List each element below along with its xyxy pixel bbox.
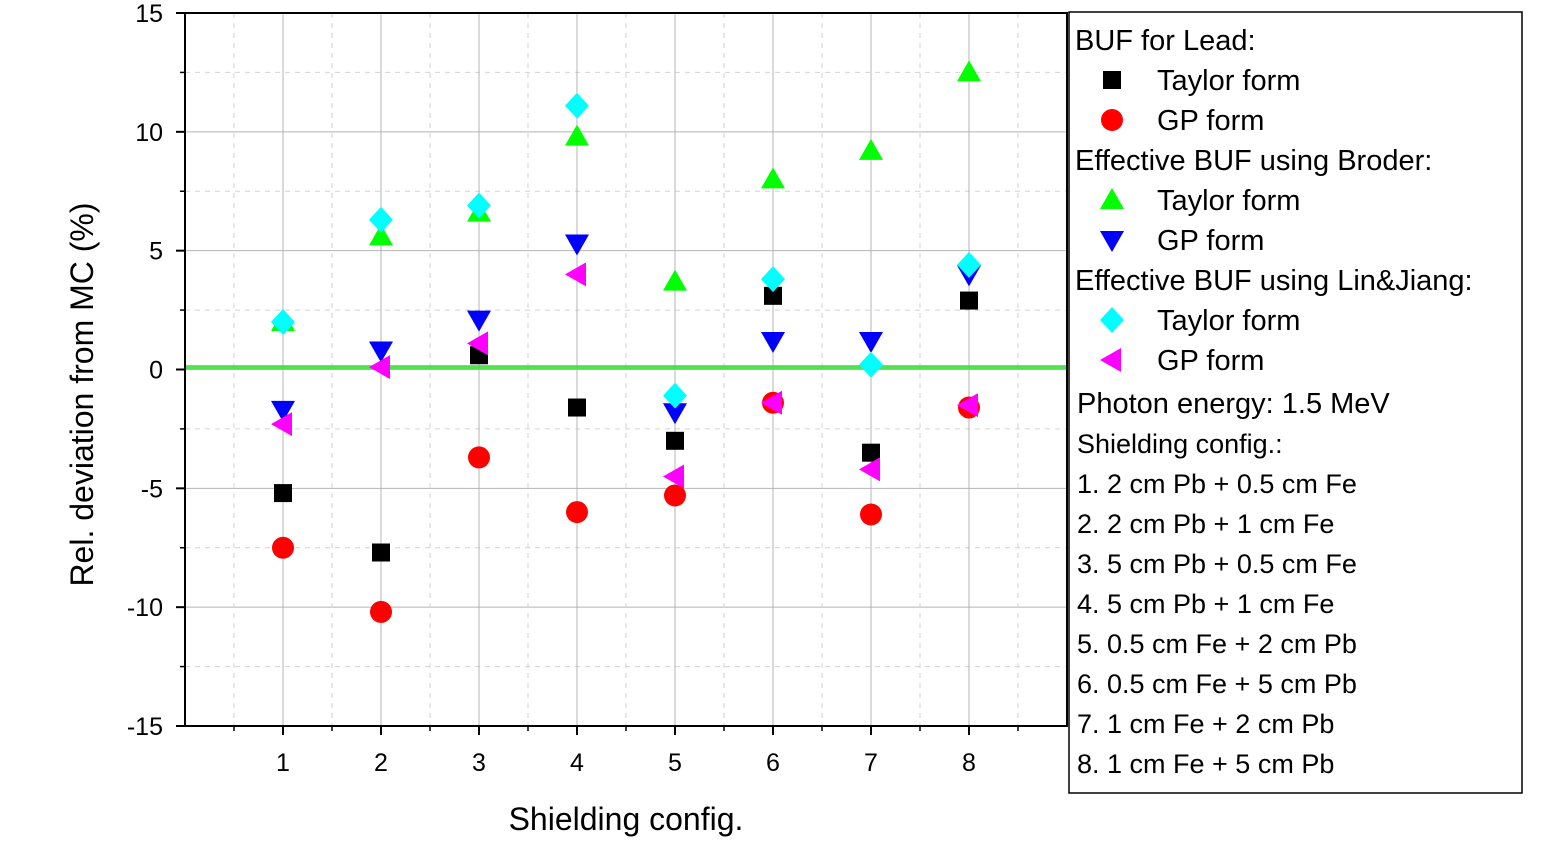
- data-point-s0-8: [960, 291, 978, 310]
- data-point-s2-8: [957, 60, 981, 82]
- data-point-s5-7: [859, 457, 880, 482]
- legend-group-title: Effective BUF using Broder:: [1075, 145, 1432, 177]
- x-tick-label: 4: [570, 749, 584, 777]
- y-tick-label: -10: [127, 594, 163, 622]
- legend-note: Shielding config.:: [1077, 429, 1283, 459]
- data-point-s2-2: [369, 224, 393, 246]
- data-point-s5-6: [761, 390, 782, 415]
- legend-entry-label: GP form: [1157, 225, 1264, 257]
- data-point-s4-4: [565, 92, 589, 119]
- data-point-s4-2: [369, 206, 393, 233]
- x-tick-label: 8: [962, 749, 976, 777]
- data-point-s4-3: [467, 192, 491, 219]
- x-tick-label: 5: [668, 749, 682, 777]
- data-point-s4-5: [663, 382, 687, 409]
- legend-note: Photon energy: 1.5 MeV: [1077, 388, 1390, 420]
- legend-entry-label: GP form: [1157, 345, 1264, 377]
- data-point-s2-5: [663, 269, 687, 291]
- legend-note: 6. 0.5 cm Fe + 5 cm Pb: [1077, 669, 1357, 699]
- data-point-s5-4: [565, 262, 586, 287]
- data-point-s1-4: [566, 501, 588, 524]
- legend-entry-label: Taylor form: [1157, 65, 1300, 97]
- legend-entry-label: Taylor form: [1157, 185, 1300, 217]
- x-tick-label: 1: [276, 749, 290, 777]
- legend-marker: [1100, 231, 1124, 252]
- legend-note: 3. 5 cm Pb + 0.5 cm Fe: [1077, 549, 1357, 579]
- legend-note: 2. 2 cm Pb + 1 cm Fe: [1077, 509, 1334, 539]
- legend-group-title: BUF for Lead:: [1075, 25, 1256, 57]
- y-tick-label: 15: [135, 0, 163, 28]
- data-point-s0-5: [666, 431, 684, 450]
- data-point-s1-5: [664, 484, 686, 507]
- legend: BUF for Lead: Taylor form GP form Effective…: [1068, 11, 1523, 794]
- x-tick-label: 2: [374, 749, 388, 777]
- y-axis-title: Rel. deviation from MC (%): [64, 202, 100, 586]
- legend-marker: [1103, 71, 1121, 89]
- legend-note: 4. 5 cm Pb + 1 cm Fe: [1077, 589, 1334, 619]
- data-point-s5-5: [663, 464, 684, 489]
- y-tick-label: -15: [127, 713, 163, 741]
- data-point-s4-7: [859, 351, 883, 378]
- y-tick-label: -5: [141, 475, 163, 503]
- data-point-s3-4: [565, 234, 589, 256]
- data-point-s2-7: [859, 138, 883, 160]
- data-point-s1-7: [860, 503, 882, 526]
- data-point-s1-1: [272, 536, 294, 559]
- legend-marker: [1101, 109, 1123, 131]
- data-point-s0-7: [862, 443, 880, 462]
- data-point-s5-1: [271, 412, 292, 437]
- legend-entry-label: GP form: [1157, 105, 1264, 137]
- legend-note: 5. 0.5 cm Fe + 2 cm Pb: [1077, 629, 1357, 659]
- x-tick-label: 7: [864, 749, 878, 777]
- data-point-s0-4: [568, 398, 586, 417]
- data-point-s3-3: [467, 310, 491, 332]
- data-point-s0-2: [372, 543, 390, 562]
- legend-group-title: Effective BUF using Lin&Jiang:: [1075, 265, 1473, 297]
- legend-entry-label: Taylor form: [1157, 305, 1300, 337]
- legend-note: 8. 1 cm Fe + 5 cm Pb: [1077, 749, 1334, 779]
- data-point-s5-3: [467, 331, 488, 356]
- data-point-s5-8: [957, 393, 978, 418]
- data-point-s4-1: [271, 308, 295, 335]
- data-point-s2-6: [761, 167, 785, 189]
- data-point-s0-1: [274, 484, 292, 503]
- data-point-s0-6: [764, 286, 782, 305]
- legend-marker: [1100, 188, 1124, 209]
- x-axis-title: Shielding config.: [509, 801, 744, 837]
- legend-note: 1. 2 cm Pb + 0.5 cm Fe: [1077, 469, 1357, 499]
- data-point-s1-3: [468, 446, 490, 469]
- legend-note: 7. 1 cm Fe + 2 cm Pb: [1077, 709, 1334, 739]
- legend-marker: [1100, 307, 1124, 333]
- data-points: [271, 60, 981, 623]
- data-point-s4-8: [957, 251, 981, 278]
- data-point-s2-4: [565, 124, 589, 146]
- data-point-s3-2: [369, 341, 393, 363]
- data-point-s1-2: [370, 600, 392, 623]
- x-tick-label: 6: [766, 749, 780, 777]
- data-point-s3-7: [859, 331, 883, 353]
- y-tick-label: 0: [149, 357, 163, 385]
- data-point-s3-1: [271, 400, 295, 422]
- legend-frame: [1068, 11, 1523, 794]
- data-point-s4-6: [761, 266, 785, 293]
- legend-marker: [1100, 348, 1121, 372]
- grid: [185, 12, 1067, 727]
- data-point-s5-2: [369, 355, 390, 380]
- y-tick-label: 10: [135, 119, 163, 147]
- data-point-s3-5: [663, 403, 687, 425]
- axes: -15 -10 -5 0 5 10 15 1 2 3 4 5 6 7 8: [127, 0, 1019, 777]
- x-tick-label: 3: [472, 749, 486, 777]
- y-tick-label: 5: [149, 238, 163, 266]
- data-point-s3-6: [761, 331, 785, 353]
